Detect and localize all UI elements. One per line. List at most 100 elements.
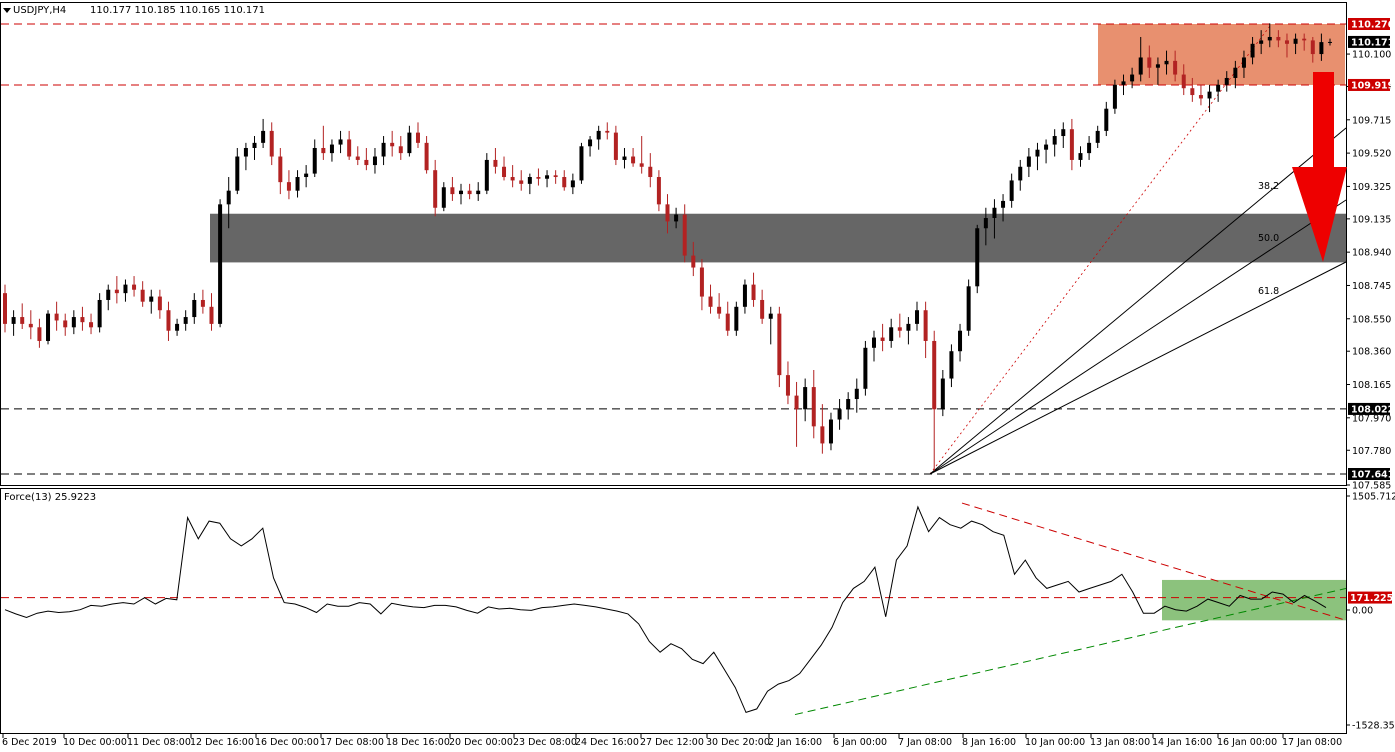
candle-body — [536, 177, 541, 179]
candle-body — [915, 310, 920, 324]
price-tick-label: 108.940 — [1352, 248, 1391, 259]
symbol-collapse-icon[interactable] — [3, 8, 11, 13]
candle-body — [106, 289, 111, 300]
candle-body — [450, 187, 455, 195]
down-arrow — [1292, 72, 1347, 262]
candle-body — [656, 177, 661, 205]
candle-body — [1001, 200, 1006, 208]
candle-body — [123, 284, 128, 294]
time-tick-label: 14 Jan 16:00 — [1152, 737, 1212, 748]
candle-body — [1250, 43, 1255, 58]
main-chart-frame — [0, 2, 1347, 486]
candle-body — [166, 310, 171, 331]
time-tick-label: 8 Jan 16:00 — [962, 737, 1016, 748]
candle-body — [1112, 84, 1117, 109]
candle-body — [149, 296, 154, 302]
candle-body — [811, 387, 816, 427]
fib-fan-baseline — [929, 25, 1271, 475]
force-plot-area[interactable] — [1, 502, 1347, 716]
candle-body — [1018, 166, 1023, 181]
candle-body — [708, 296, 713, 307]
fib-level-label: 38.2 — [1258, 181, 1279, 192]
time-tick-label: 6 Dec 2019 — [2, 737, 57, 748]
time-tick-label: 13 Jan 08:00 — [1090, 737, 1150, 748]
price-tag-label: 107.641 — [1351, 470, 1394, 481]
price-tick-label: 108.360 — [1352, 347, 1391, 358]
candle-body — [605, 130, 610, 133]
time-tick-label: 17 Dec 08:00 — [320, 737, 384, 748]
candle-body — [261, 130, 266, 143]
candle-body — [665, 204, 670, 222]
candle-body — [1319, 42, 1324, 55]
time-tick-label: 27 Dec 12:00 — [640, 737, 704, 748]
candle-body — [579, 146, 584, 181]
candle-body — [1138, 57, 1143, 75]
force-tag-label: 171.2256 — [1350, 593, 1395, 604]
price-plot-area[interactable]: 38.2 50.0 61.8 — [1, 23, 1347, 475]
candle-body — [286, 182, 291, 191]
price-tick-label: 107.970 — [1352, 413, 1391, 424]
support-zone — [210, 213, 1346, 263]
candle-body — [80, 317, 85, 323]
candle-body — [1078, 153, 1083, 160]
candle-body — [863, 347, 868, 389]
candle-body — [1293, 38, 1298, 44]
candle-body — [1302, 38, 1307, 41]
candle-body — [1164, 60, 1169, 65]
candle-body — [71, 317, 76, 328]
time-tick-label: 12 Dec 16:00 — [190, 737, 254, 748]
time-tick-label: 11 Dec 08:00 — [127, 737, 191, 748]
candle-body — [975, 228, 980, 287]
candle-body — [682, 214, 687, 256]
force-support-trend — [794, 587, 1347, 716]
candle-body — [725, 313, 730, 331]
candle-body — [1052, 136, 1057, 145]
price-tag — [1348, 18, 1390, 30]
candle-body — [1026, 156, 1031, 167]
candle-body — [1147, 57, 1152, 68]
candle-body — [1173, 60, 1178, 75]
candle-body — [751, 284, 756, 300]
time-tick-label: 2 Jan 16:00 — [768, 737, 822, 748]
candle-body — [983, 218, 988, 229]
candle-body — [699, 267, 704, 297]
candle-body — [949, 351, 954, 379]
candle-body — [691, 255, 696, 268]
candle-body — [1044, 144, 1049, 150]
candle-body — [1328, 41, 1332, 43]
price-tick-label: 110.100 — [1352, 50, 1391, 61]
candle-body — [338, 139, 343, 145]
candle-body — [1276, 36, 1281, 41]
price-tag-label: 110.276 — [1351, 20, 1395, 31]
candle-body — [355, 156, 360, 160]
candle-body — [1224, 77, 1229, 85]
candle-body — [958, 330, 963, 352]
candle-body — [871, 337, 876, 348]
candle-body — [243, 147, 248, 157]
candle-body — [157, 296, 162, 311]
candle-body — [235, 156, 240, 191]
candle-body — [828, 419, 833, 444]
candle-body — [1267, 36, 1272, 41]
price-tick-label: 109.135 — [1352, 214, 1391, 225]
candle-body — [553, 175, 558, 178]
force-tick-label: -1528.357 — [1352, 721, 1395, 732]
candle-body — [760, 299, 765, 319]
candle-body — [63, 320, 68, 328]
price-tag — [1348, 35, 1390, 48]
force-axis: 1505.7129 0.00 -1528.357 171.2256 — [1346, 492, 1395, 732]
fib-fan-line — [929, 199, 1347, 475]
candle-body — [372, 156, 377, 166]
force-box — [1162, 579, 1346, 621]
fib-level-label: 61.8 — [1258, 286, 1279, 297]
candle-body — [1069, 129, 1074, 160]
price-tag — [1348, 468, 1390, 480]
candle-body — [398, 146, 403, 154]
candle-body — [631, 156, 636, 164]
candle-body — [923, 310, 928, 341]
time-tick-label: 24 Dec 16:00 — [575, 737, 639, 748]
candle-body — [364, 159, 369, 166]
price-tag-label: 109.919 — [1351, 80, 1394, 91]
candle-body — [1121, 81, 1126, 85]
time-axis: 6 Dec 2019 10 Dec 00:00 11 Dec 08:00 12 Dec… — [2, 734, 1342, 748]
